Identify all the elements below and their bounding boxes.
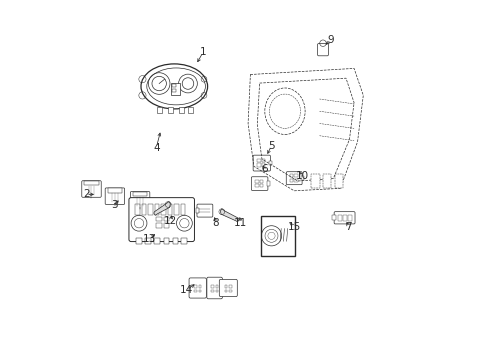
Text: 2: 2 <box>82 189 89 199</box>
Bar <box>215 290 218 292</box>
Bar <box>196 208 199 213</box>
Bar <box>194 285 196 288</box>
FancyBboxPatch shape <box>253 155 270 171</box>
Bar <box>157 107 162 113</box>
Bar <box>163 223 168 228</box>
Bar <box>172 89 176 92</box>
Bar <box>229 290 231 292</box>
Text: 8: 8 <box>212 218 219 228</box>
Bar <box>155 204 159 215</box>
Text: 13: 13 <box>142 234 155 244</box>
Polygon shape <box>220 209 239 222</box>
Bar <box>163 238 169 244</box>
Bar <box>294 179 297 182</box>
Bar <box>199 290 201 292</box>
FancyBboxPatch shape <box>333 212 354 224</box>
FancyBboxPatch shape <box>219 279 237 297</box>
FancyBboxPatch shape <box>206 277 222 299</box>
Bar <box>260 216 294 256</box>
Bar <box>337 215 341 221</box>
Bar <box>224 290 227 292</box>
Bar <box>107 188 122 193</box>
Bar <box>156 217 162 221</box>
Bar <box>289 179 293 182</box>
Bar <box>224 285 227 288</box>
FancyBboxPatch shape <box>105 188 124 204</box>
Bar <box>167 107 173 113</box>
Bar <box>347 215 351 221</box>
Bar <box>170 83 179 95</box>
Bar <box>269 161 272 165</box>
Bar <box>332 215 335 220</box>
Bar <box>181 238 187 244</box>
Text: 4: 4 <box>153 143 159 153</box>
Text: 11: 11 <box>234 218 247 228</box>
Bar <box>289 174 293 177</box>
Bar <box>161 204 165 215</box>
Bar <box>163 217 168 221</box>
Bar <box>133 192 147 196</box>
Bar <box>215 285 218 288</box>
Bar <box>187 107 193 113</box>
Bar <box>154 238 160 244</box>
Bar <box>229 285 231 288</box>
Bar <box>257 159 261 162</box>
Bar <box>255 184 258 187</box>
Bar <box>259 180 263 183</box>
Bar <box>174 204 178 215</box>
FancyBboxPatch shape <box>189 278 206 298</box>
Text: 1: 1 <box>200 47 206 57</box>
FancyBboxPatch shape <box>197 204 212 217</box>
Bar <box>261 159 265 162</box>
FancyBboxPatch shape <box>129 198 194 242</box>
Bar <box>259 184 263 187</box>
Bar <box>261 163 265 167</box>
Bar <box>148 204 152 215</box>
Bar <box>343 215 346 221</box>
Text: 3: 3 <box>111 200 118 210</box>
Polygon shape <box>153 202 170 215</box>
FancyBboxPatch shape <box>251 177 267 190</box>
Text: 14: 14 <box>180 285 193 295</box>
Bar <box>142 204 146 215</box>
FancyBboxPatch shape <box>130 192 149 208</box>
Bar <box>255 180 258 183</box>
FancyBboxPatch shape <box>317 44 328 56</box>
Bar <box>194 290 196 292</box>
Bar <box>257 163 261 167</box>
Bar <box>211 285 213 288</box>
Bar <box>172 84 176 87</box>
Bar <box>178 107 183 113</box>
Bar <box>167 204 172 215</box>
FancyBboxPatch shape <box>81 181 101 197</box>
Text: 15: 15 <box>287 222 300 232</box>
Bar <box>322 174 330 188</box>
Bar <box>84 181 99 185</box>
Bar <box>311 174 319 188</box>
Text: 12: 12 <box>164 216 177 226</box>
Bar <box>181 204 185 215</box>
Text: 7: 7 <box>345 222 351 232</box>
Bar <box>135 204 140 215</box>
Text: 9: 9 <box>327 35 333 45</box>
Bar <box>145 238 151 244</box>
Text: 10: 10 <box>295 171 308 181</box>
Bar <box>266 181 269 186</box>
FancyBboxPatch shape <box>285 172 302 185</box>
Bar <box>301 176 303 180</box>
Bar <box>211 290 213 292</box>
Bar <box>294 174 297 177</box>
Bar <box>334 174 342 188</box>
Bar <box>172 238 178 244</box>
Text: 5: 5 <box>267 141 274 151</box>
Bar <box>199 285 201 288</box>
Bar <box>156 223 162 228</box>
Text: 6: 6 <box>261 164 267 174</box>
Bar <box>136 238 142 244</box>
